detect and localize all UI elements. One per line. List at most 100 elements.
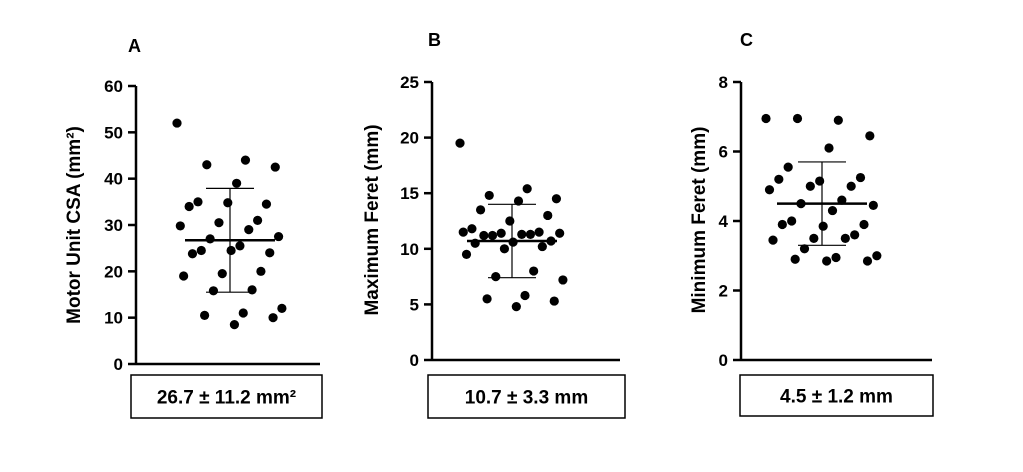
y-tick-label: 2	[719, 282, 728, 301]
summary-text: 10.7 ± 3.3 mm	[465, 388, 588, 409]
data-point	[555, 228, 565, 238]
data-point	[240, 155, 251, 165]
y-tick-label: 0	[719, 351, 728, 370]
data-point	[223, 198, 233, 208]
data-point	[831, 252, 841, 263]
data-point	[232, 178, 242, 188]
data-point	[777, 219, 787, 230]
data-point	[458, 227, 468, 237]
data-point	[479, 230, 489, 241]
data-point	[175, 221, 185, 231]
data-point	[187, 249, 198, 259]
data-point	[505, 216, 515, 226]
y-axis-label: Maximum Feret (mm)	[362, 124, 383, 315]
y-tick-label: 40	[104, 170, 123, 189]
data-point	[265, 248, 275, 258]
data-point	[461, 249, 472, 259]
data-point	[455, 138, 465, 148]
data-point	[537, 241, 547, 252]
y-tick-label: 50	[104, 123, 123, 142]
data-point	[833, 115, 843, 125]
data-point	[850, 230, 860, 240]
y-tick-label: 0	[114, 355, 123, 374]
data-point	[513, 196, 524, 206]
data-point	[253, 215, 263, 225]
data-point	[247, 285, 257, 295]
data-point	[511, 302, 521, 312]
data-point	[827, 205, 838, 216]
data-point	[774, 174, 784, 184]
data-point	[761, 113, 771, 124]
data-point	[244, 225, 254, 235]
summary-box	[739, 374, 934, 417]
y-tick-label: 5	[410, 295, 419, 314]
summary-text: 26.7 ± 11.2 mm²	[157, 388, 296, 409]
y-tick-label: 30	[104, 216, 123, 235]
data-point	[764, 185, 775, 195]
data-point	[534, 227, 544, 237]
data-point	[484, 190, 494, 201]
data-point	[268, 313, 278, 323]
data-point	[862, 256, 873, 266]
data-point	[196, 245, 206, 256]
data-point	[238, 308, 248, 318]
data-point	[809, 233, 819, 243]
data-point	[205, 234, 215, 244]
data-point	[277, 303, 287, 313]
data-point	[824, 143, 834, 153]
data-point	[256, 266, 266, 276]
data-point	[235, 241, 245, 251]
data-point	[491, 272, 501, 282]
data-point	[482, 294, 492, 304]
summary-box	[130, 374, 323, 419]
panel-c: C Minimum Feret (mm) 0 2 4 6 8 4.5 ± 1.2 mm	[689, 30, 934, 417]
data-point	[270, 162, 280, 172]
summary-box	[427, 374, 626, 419]
data-point	[805, 181, 815, 191]
data-point	[499, 244, 510, 254]
data-point	[184, 201, 194, 212]
data-point	[855, 172, 866, 183]
data-point	[859, 219, 869, 230]
data-point	[496, 228, 506, 238]
data-point	[787, 216, 797, 226]
panel-letter: C	[740, 30, 753, 50]
data-point	[517, 229, 527, 239]
panel-letter: B	[428, 30, 441, 50]
data-point	[865, 131, 875, 141]
data-point	[846, 181, 856, 191]
data-point	[783, 162, 793, 172]
data-point	[529, 266, 539, 276]
data-point	[261, 199, 272, 209]
data-point	[872, 251, 882, 261]
data-point	[799, 244, 810, 254]
y-tick-label: 25	[400, 73, 419, 92]
data-point	[467, 224, 477, 234]
data-point	[475, 205, 486, 215]
data-point	[822, 256, 832, 266]
data-point	[172, 118, 182, 128]
panel-a: A Motor Unit CSA (mm²) 0 10 20 30 40 50 60 26.7 ±…	[64, 36, 323, 419]
data-point	[226, 245, 236, 256]
data-point	[792, 113, 803, 124]
data-point	[217, 269, 227, 279]
data-point	[790, 254, 800, 264]
summary-text: 4.5 ± 1.2 mm	[780, 387, 893, 408]
data-point	[818, 221, 828, 231]
data-point	[868, 200, 878, 210]
y-tick-label: 20	[104, 262, 123, 281]
data-point	[815, 176, 825, 186]
data-point	[520, 290, 530, 301]
data-point	[179, 271, 189, 281]
data-point	[522, 184, 532, 194]
y-tick-label: 15	[400, 184, 419, 203]
data-point	[558, 275, 568, 285]
y-axis-label: Motor Unit CSA (mm²)	[64, 126, 85, 324]
data-point	[551, 194, 562, 204]
data-point	[487, 230, 498, 241]
data-point	[214, 218, 224, 228]
data-point	[229, 320, 240, 330]
data-point	[768, 235, 778, 245]
data-point	[543, 210, 553, 221]
